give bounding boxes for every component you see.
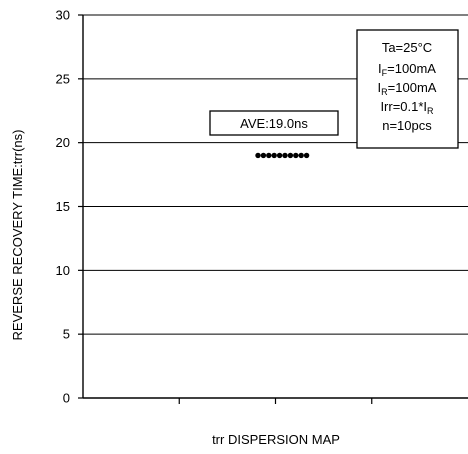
y-ticks: 0 5 10 15 20 25 30 [56, 8, 83, 406]
data-point [255, 153, 260, 158]
y-tick-label: 0 [63, 391, 70, 406]
y-tick-label: 25 [56, 71, 70, 86]
data-point [304, 153, 309, 158]
x-ticks [179, 398, 372, 404]
data-point [299, 153, 304, 158]
data-points [255, 153, 309, 158]
data-point [293, 153, 298, 158]
average-annotation-text: AVE:19.0ns [240, 116, 308, 131]
data-point [282, 153, 287, 158]
condition-if: IF=100mA [378, 61, 436, 78]
average-annotation: AVE:19.0ns [210, 111, 338, 135]
condition-n: n=10pcs [382, 118, 432, 133]
data-point [272, 153, 277, 158]
y-tick-label: 10 [56, 263, 70, 278]
y-tick-label: 20 [56, 135, 70, 150]
condition-ta: Ta=25°C [382, 40, 432, 55]
data-point [277, 153, 282, 158]
y-tick-label: 5 [63, 327, 70, 342]
conditions-box: Ta=25°C IF=100mA IR=100mA Irr=0.1*IR n=1… [357, 30, 458, 148]
data-point [261, 153, 266, 158]
data-point [266, 153, 271, 158]
data-point [288, 153, 293, 158]
x-axis-title: trr DISPERSION MAP [212, 432, 340, 447]
y-tick-label: 15 [56, 199, 70, 214]
y-tick-label: 30 [56, 8, 70, 23]
y-axis-title: REVERSE RECOVERY TIME:trr(ns) [10, 130, 25, 341]
condition-irr: Irr=0.1*IR [380, 99, 434, 116]
